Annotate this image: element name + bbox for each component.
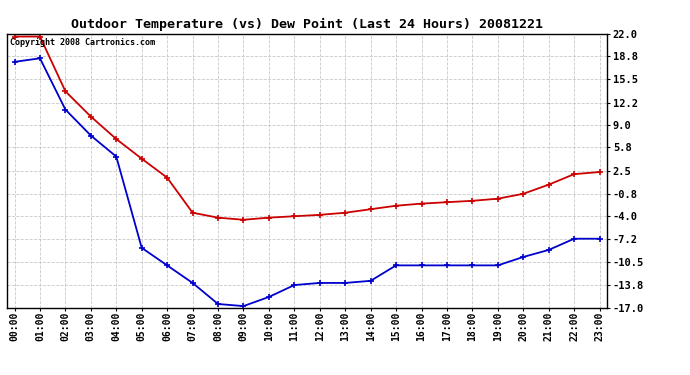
Text: Copyright 2008 Cartronics.com: Copyright 2008 Cartronics.com	[10, 38, 155, 47]
Title: Outdoor Temperature (vs) Dew Point (Last 24 Hours) 20081221: Outdoor Temperature (vs) Dew Point (Last…	[71, 18, 543, 31]
